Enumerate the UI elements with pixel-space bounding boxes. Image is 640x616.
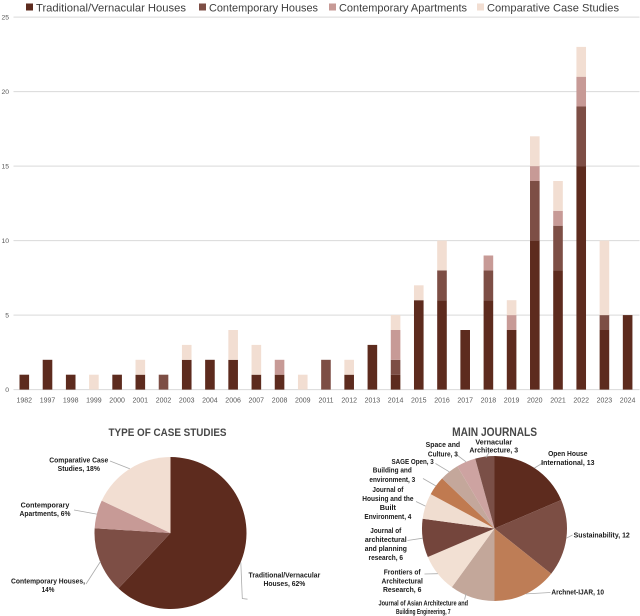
- svg-text:Journal of Asian Architecture: Journal of Asian Architecture and: [379, 598, 469, 607]
- svg-text:2024: 2024: [620, 398, 636, 405]
- svg-text:Built: Built: [380, 503, 397, 512]
- svg-text:Contemporary Houses,: Contemporary Houses,: [11, 576, 85, 585]
- svg-text:Contemporary Houses: Contemporary Houses: [209, 2, 318, 14]
- svg-text:SAGE Open, 3: SAGE Open, 3: [391, 457, 433, 466]
- svg-text:15: 15: [1, 164, 9, 171]
- svg-text:International, 13: International, 13: [541, 458, 594, 467]
- svg-text:2004: 2004: [202, 398, 218, 405]
- svg-text:Contemporary: Contemporary: [21, 500, 71, 509]
- svg-text:Open House: Open House: [548, 449, 587, 458]
- svg-text:2013: 2013: [365, 398, 381, 405]
- svg-text:2011: 2011: [318, 398, 333, 405]
- svg-text:Vernacular: Vernacular: [475, 437, 512, 446]
- svg-text:Traditional/Vernacular: Traditional/Vernacular: [249, 571, 321, 580]
- svg-text:Apartments, 6%: Apartments, 6%: [20, 509, 71, 518]
- svg-text:2012: 2012: [341, 398, 357, 405]
- svg-text:2017: 2017: [457, 398, 473, 405]
- svg-text:1999: 1999: [86, 398, 102, 405]
- svg-text:environment, 3: environment, 3: [369, 475, 415, 484]
- svg-text:Environment, 4: Environment, 4: [364, 512, 412, 521]
- svg-text:2002: 2002: [156, 398, 172, 405]
- svg-text:2019: 2019: [504, 398, 520, 405]
- svg-text:1998: 1998: [63, 398, 79, 405]
- svg-text:2023: 2023: [597, 398, 613, 405]
- svg-text:2022: 2022: [573, 398, 589, 405]
- svg-text:1997: 1997: [40, 398, 56, 405]
- svg-text:2003: 2003: [179, 398, 195, 405]
- svg-text:2009: 2009: [295, 398, 311, 405]
- svg-text:Archnet-IJAR, 10: Archnet-IJAR, 10: [551, 587, 604, 596]
- svg-text:10: 10: [1, 238, 9, 245]
- svg-text:Architecture, 3: Architecture, 3: [469, 446, 518, 455]
- svg-text:2021: 2021: [550, 398, 566, 405]
- svg-text:2008: 2008: [272, 398, 288, 405]
- svg-text:MAIN JOURNALS: MAIN JOURNALS: [452, 427, 537, 439]
- svg-text:Contemporary Apartments: Contemporary Apartments: [339, 2, 467, 14]
- svg-text:20: 20: [1, 89, 9, 96]
- svg-text:Comparative Case Studies: Comparative Case Studies: [487, 2, 620, 14]
- svg-text:14%: 14%: [42, 585, 55, 594]
- svg-text:Architectural: Architectural: [382, 576, 423, 585]
- svg-text:2007: 2007: [249, 398, 265, 405]
- svg-text:2006: 2006: [225, 398, 241, 405]
- svg-text:2018: 2018: [481, 398, 497, 405]
- svg-text:Culture, 3: Culture, 3: [428, 449, 458, 458]
- svg-text:research, 6: research, 6: [369, 553, 404, 562]
- svg-text:architectural: architectural: [365, 535, 407, 544]
- svg-text:2015: 2015: [411, 398, 427, 405]
- svg-text:Traditional/Vernacular Houses: Traditional/Vernacular Houses: [36, 2, 187, 14]
- svg-text:Studies, 18%: Studies, 18%: [58, 464, 101, 473]
- svg-text:25: 25: [1, 15, 9, 22]
- svg-text:and planning: and planning: [365, 544, 408, 553]
- svg-text:Housing and the: Housing and the: [362, 494, 413, 503]
- svg-text:Frontiers of: Frontiers of: [384, 567, 421, 576]
- svg-text:Comparative Case: Comparative Case: [49, 455, 108, 464]
- svg-text:5: 5: [5, 313, 9, 320]
- svg-text:Journal of: Journal of: [372, 485, 403, 494]
- svg-text:Building and: Building and: [373, 466, 412, 475]
- svg-text:Sustainability, 12: Sustainability, 12: [574, 530, 630, 539]
- svg-text:2020: 2020: [527, 398, 543, 405]
- svg-text:TYPE OF CASE STUDIES: TYPE OF CASE STUDIES: [109, 427, 227, 439]
- svg-text:2000: 2000: [109, 398, 125, 405]
- svg-text:0: 0: [5, 387, 9, 394]
- svg-text:Journal of: Journal of: [370, 526, 401, 535]
- svg-text:1982: 1982: [17, 398, 33, 405]
- svg-text:2016: 2016: [434, 398, 450, 405]
- svg-text:2014: 2014: [388, 398, 404, 405]
- svg-text:Building Engineering, 7: Building Engineering, 7: [396, 607, 451, 616]
- svg-text:Space and: Space and: [426, 440, 461, 449]
- svg-text:2001: 2001: [133, 398, 149, 405]
- svg-text:Houses, 62%: Houses, 62%: [264, 579, 306, 588]
- svg-text:Research, 6: Research, 6: [383, 585, 422, 594]
